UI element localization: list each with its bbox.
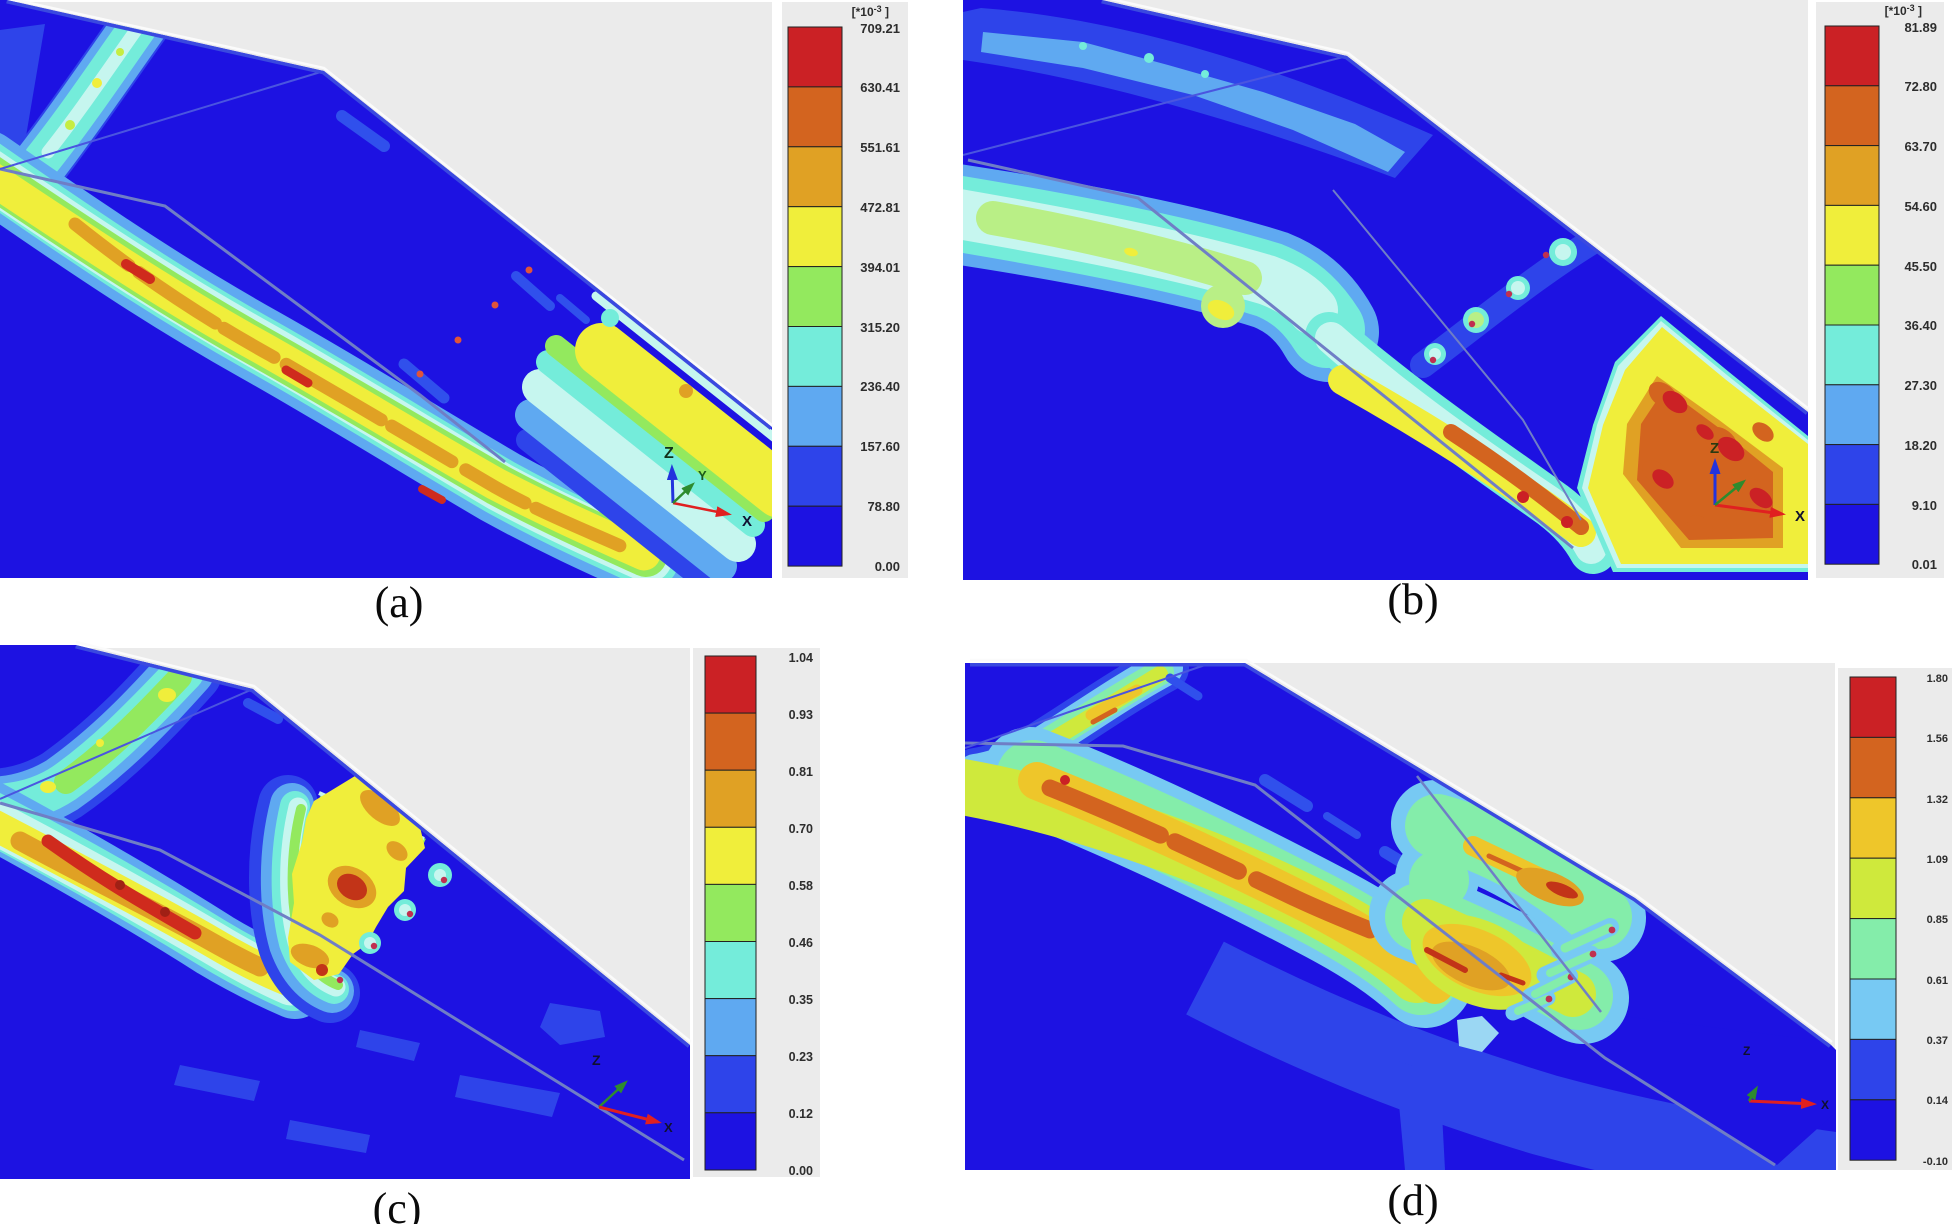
svg-text:X: X — [1795, 508, 1805, 525]
svg-text:54.60: 54.60 — [1904, 199, 1937, 214]
svg-text:1.80: 1.80 — [1927, 673, 1948, 685]
svg-text:63.70: 63.70 — [1904, 139, 1937, 154]
svg-text:Z: Z — [1743, 1044, 1750, 1058]
svg-text:0.35: 0.35 — [789, 993, 813, 1007]
svg-text:472.81: 472.81 — [860, 200, 900, 215]
svg-text:0.00: 0.00 — [875, 559, 900, 574]
svg-text:(b): (b) — [1387, 575, 1438, 624]
svg-text:Z: Z — [592, 1052, 601, 1068]
svg-text:157.60: 157.60 — [860, 439, 900, 454]
svg-text:81.89: 81.89 — [1904, 20, 1937, 35]
svg-text:236.40: 236.40 — [860, 379, 900, 394]
svg-text:1.04: 1.04 — [789, 651, 813, 665]
svg-text:0.12: 0.12 — [789, 1107, 813, 1121]
svg-text:315.20: 315.20 — [860, 320, 900, 335]
svg-text:78.80: 78.80 — [867, 499, 900, 514]
svg-text:0.14: 0.14 — [1927, 1095, 1949, 1107]
svg-text:709.21: 709.21 — [860, 21, 900, 36]
svg-text:0.81: 0.81 — [789, 765, 813, 779]
svg-text:1.32: 1.32 — [1927, 794, 1948, 806]
svg-text:551.61: 551.61 — [860, 140, 900, 155]
svg-text:72.80: 72.80 — [1904, 79, 1937, 94]
svg-text:394.01: 394.01 — [860, 260, 900, 275]
svg-text:0.00: 0.00 — [789, 1164, 813, 1178]
svg-text:-0.10: -0.10 — [1923, 1156, 1948, 1168]
svg-text:X: X — [742, 513, 752, 530]
svg-text:X: X — [664, 1120, 673, 1135]
svg-text:0.85: 0.85 — [1927, 914, 1948, 926]
svg-text:Z: Z — [1710, 440, 1719, 457]
svg-text:0.93: 0.93 — [789, 708, 813, 722]
svg-text:36.40: 36.40 — [1904, 318, 1937, 333]
svg-text:27.30: 27.30 — [1904, 378, 1937, 393]
svg-text:630.41: 630.41 — [860, 80, 900, 95]
svg-text:0.37: 0.37 — [1927, 1035, 1948, 1047]
svg-text:[*10-3 ]: [*10-3 ] — [1885, 3, 1922, 18]
svg-text:9.10: 9.10 — [1912, 498, 1937, 513]
svg-text:0.58: 0.58 — [789, 879, 813, 893]
svg-text:0.23: 0.23 — [789, 1050, 813, 1064]
svg-text:45.50: 45.50 — [1904, 259, 1937, 274]
svg-text:1.56: 1.56 — [1927, 733, 1948, 745]
svg-text:[*10-3 ]: [*10-3 ] — [852, 4, 889, 19]
svg-text:Z: Z — [664, 445, 674, 462]
svg-text:0.61: 0.61 — [1927, 975, 1948, 987]
svg-text:X: X — [1821, 1098, 1829, 1112]
svg-text:1.09: 1.09 — [1927, 854, 1948, 866]
svg-text:Y: Y — [698, 468, 707, 483]
svg-text:18.20: 18.20 — [1904, 438, 1937, 453]
svg-text:(d): (d) — [1387, 1176, 1438, 1224]
svg-text:(c): (c) — [373, 1184, 422, 1224]
svg-text:(a): (a) — [375, 578, 424, 627]
svg-text:0.01: 0.01 — [1912, 557, 1937, 572]
svg-text:0.70: 0.70 — [789, 822, 813, 836]
svg-text:0.46: 0.46 — [789, 936, 813, 950]
